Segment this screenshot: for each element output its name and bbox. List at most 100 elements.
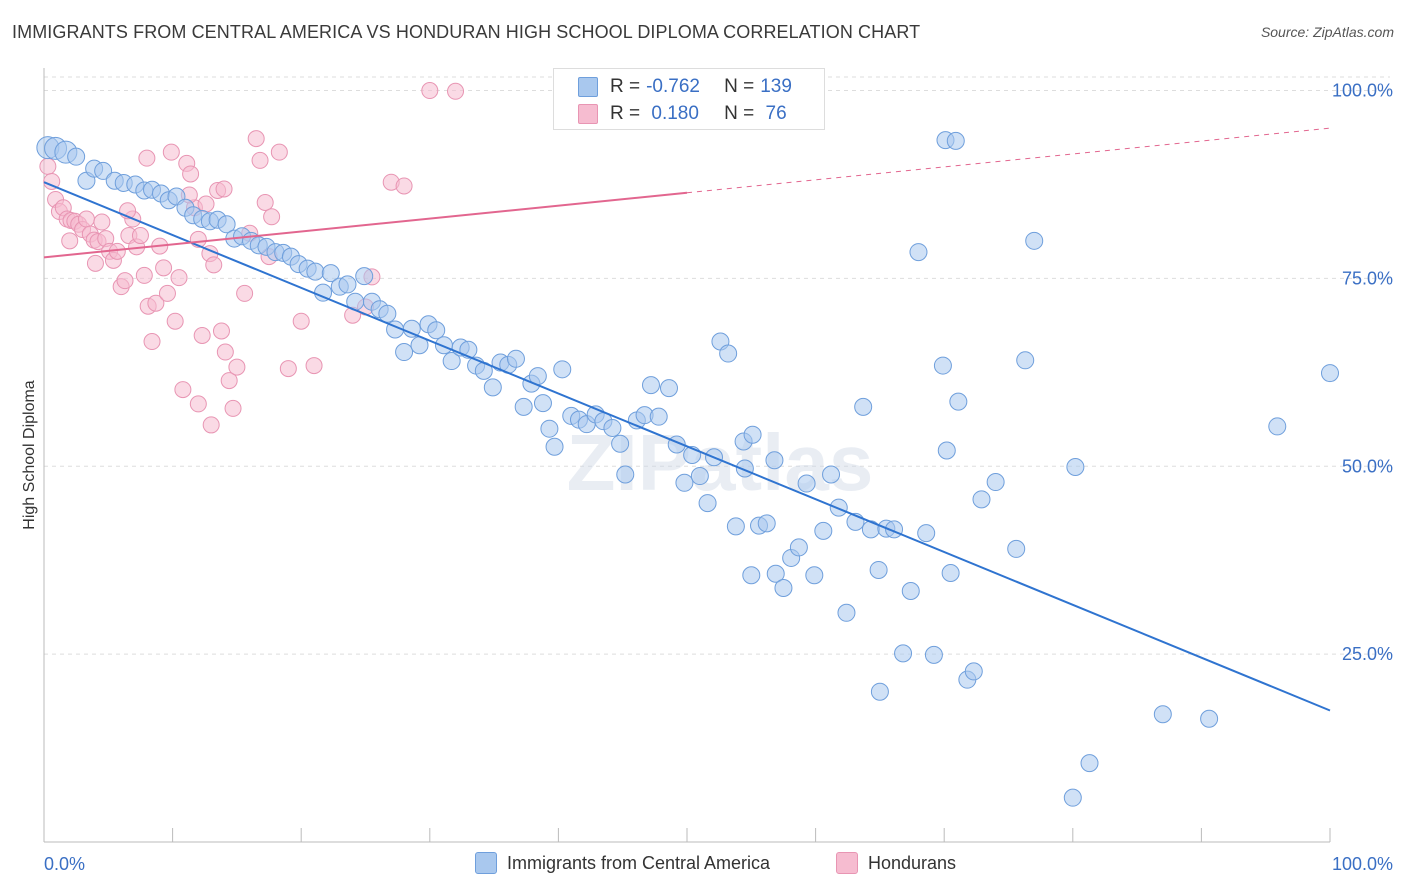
data-point-honduran xyxy=(174,381,192,399)
data-point-honduran xyxy=(189,395,207,413)
data-point-central-america xyxy=(355,267,374,286)
data-point-central-america xyxy=(1063,788,1082,807)
data-point-central-america xyxy=(1016,351,1035,370)
legend-item-central-america[interactable]: Immigrants from Central America xyxy=(475,852,770,874)
data-point-honduran xyxy=(263,208,281,226)
legend-swatch-pink xyxy=(578,104,598,124)
series-hondurans-points xyxy=(39,82,465,434)
data-point-central-america xyxy=(765,451,784,470)
data-point-central-america xyxy=(946,131,965,150)
data-point-central-america xyxy=(870,682,889,701)
data-point-central-america xyxy=(442,352,461,371)
data-point-honduran xyxy=(395,177,413,195)
data-point-central-america xyxy=(1153,705,1172,724)
data-point-central-america xyxy=(1200,709,1219,728)
data-point-central-america xyxy=(378,304,397,323)
trend-line-central-america xyxy=(43,181,1331,712)
chart-title: IMMIGRANTS FROM CENTRAL AMERICA VS HONDU… xyxy=(12,22,921,42)
data-point-central-america xyxy=(941,563,960,582)
data-point-central-america xyxy=(726,517,745,536)
data-point-central-america xyxy=(675,473,694,492)
y-tick-label: 75.0% xyxy=(1342,268,1393,288)
legend-r-label: R = xyxy=(610,76,641,97)
y-tick-label: 50.0% xyxy=(1342,456,1393,476)
data-point-central-america xyxy=(854,397,873,416)
series-legend: Immigrants from Central America Honduran… xyxy=(0,852,1406,878)
y-axis-label: High School Diploma xyxy=(21,380,38,530)
data-point-central-america xyxy=(789,538,808,557)
data-point-central-america xyxy=(427,321,446,340)
data-point-honduran xyxy=(155,259,173,277)
legend-swatch-blue xyxy=(475,852,497,874)
tick-labels: 25.0% 50.0% 75.0% 100.0% 0.0% 100.0% xyxy=(44,81,1393,874)
series-central-america-points xyxy=(36,81,1339,807)
data-point-central-america xyxy=(67,147,86,166)
legend-item-label: Immigrants from Central America xyxy=(507,852,771,873)
grid-lines xyxy=(44,76,1390,655)
data-point-central-america xyxy=(719,344,738,363)
data-point-honduran xyxy=(93,213,111,231)
data-point-central-america xyxy=(545,437,564,456)
data-point-central-america xyxy=(616,465,635,484)
legend-n-label: N = xyxy=(724,76,755,97)
data-point-central-america xyxy=(964,662,983,681)
data-point-central-america xyxy=(483,378,502,397)
data-point-central-america xyxy=(829,498,848,517)
data-point-central-america xyxy=(321,264,340,283)
data-point-honduran xyxy=(197,195,215,213)
data-point-central-america xyxy=(1268,417,1287,436)
data-point-central-america xyxy=(649,407,668,426)
data-point-honduran xyxy=(166,312,184,330)
data-point-honduran xyxy=(251,151,269,169)
data-point-central-america xyxy=(766,564,785,583)
data-point-honduran xyxy=(305,357,323,375)
data-point-central-america xyxy=(1025,231,1044,250)
data-point-central-america xyxy=(869,560,888,579)
data-point-honduran xyxy=(39,157,57,175)
legend-item-label: Hondurans xyxy=(868,852,957,873)
axes xyxy=(43,68,1331,843)
data-point-honduran xyxy=(77,210,95,228)
data-point-central-america xyxy=(986,473,1005,492)
trend-line-hondurans xyxy=(43,191,688,259)
data-point-central-america xyxy=(972,490,991,509)
data-point-honduran xyxy=(279,360,297,378)
data-point-central-america xyxy=(533,394,552,413)
data-point-honduran xyxy=(224,399,242,417)
data-point-honduran xyxy=(143,333,161,351)
source-credit: Source: ZipAtlas.com xyxy=(1260,24,1394,40)
data-point-honduran xyxy=(421,82,439,100)
data-point-central-america xyxy=(506,349,525,368)
data-point-central-america xyxy=(837,603,856,622)
data-point-central-america xyxy=(949,392,968,411)
data-point-central-america xyxy=(611,434,630,453)
data-point-central-america xyxy=(659,379,678,398)
data-point-honduran xyxy=(61,232,79,250)
correlation-legend: R = -0.762 N = 139 R = 0.180 N = 76 xyxy=(553,68,825,130)
legend-n-label: N = xyxy=(724,103,755,124)
data-point-central-america xyxy=(1080,754,1099,773)
data-point-central-america xyxy=(698,494,717,513)
data-point-central-america xyxy=(805,566,824,585)
data-point-central-america xyxy=(338,275,357,294)
data-point-central-america xyxy=(774,579,793,598)
data-point-central-america xyxy=(742,566,761,585)
legend-n-value: 139 xyxy=(760,76,792,97)
data-point-honduran xyxy=(86,254,104,272)
y-tick-label: 25.0% xyxy=(1342,644,1393,664)
legend-item-hondurans[interactable]: Hondurans xyxy=(836,852,956,874)
data-point-honduran xyxy=(270,143,288,161)
data-point-central-america xyxy=(94,161,113,180)
data-point-honduran xyxy=(170,269,188,287)
data-point-central-america xyxy=(395,343,414,362)
data-point-central-america xyxy=(743,425,762,444)
y-tick-label: 100.0% xyxy=(1332,81,1393,101)
trend-lines xyxy=(43,127,1331,712)
data-point-central-america xyxy=(937,441,956,460)
x-tick-label: 0.0% xyxy=(44,854,85,874)
data-point-central-america xyxy=(917,524,936,543)
data-point-central-america xyxy=(690,467,709,486)
x-tick-label: 100.0% xyxy=(1332,854,1393,874)
data-point-honduran xyxy=(215,180,233,198)
